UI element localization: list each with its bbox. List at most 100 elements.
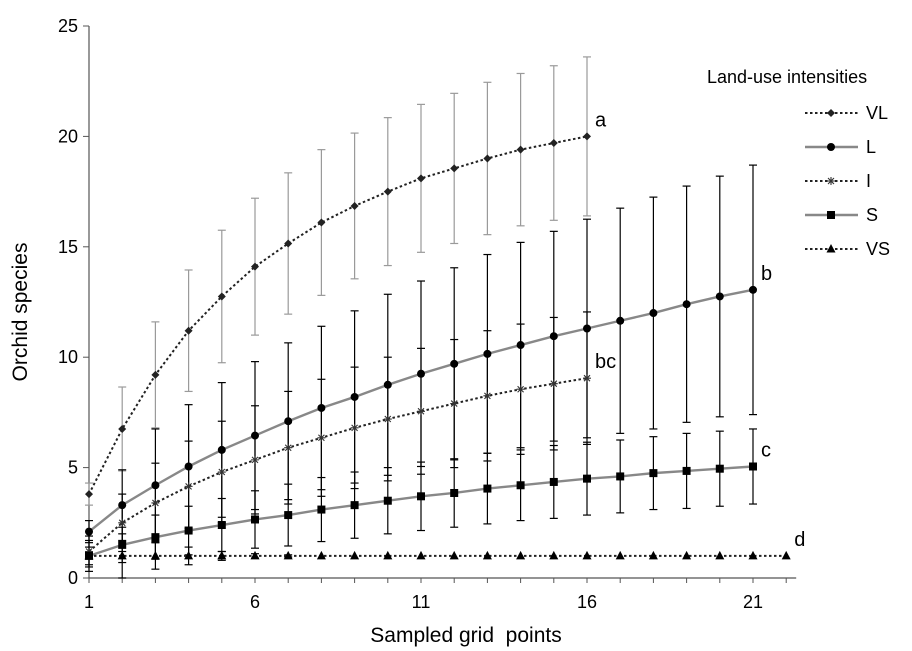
y-tick-label: 25 xyxy=(58,16,78,36)
x-tick-label: 16 xyxy=(577,592,597,612)
marker-i xyxy=(251,456,259,464)
series-end-label-vl: a xyxy=(595,109,607,131)
marker-vl xyxy=(550,139,558,147)
marker-l xyxy=(151,481,159,489)
marker-s xyxy=(118,541,126,549)
marker-i xyxy=(317,434,325,442)
series-lines xyxy=(89,136,786,556)
marker-s xyxy=(749,462,757,470)
series-line-vl xyxy=(89,136,587,494)
series-end-label-i: bc xyxy=(595,351,616,373)
y-tick-label: 0 xyxy=(68,568,78,588)
marker-i xyxy=(550,380,558,388)
series-line-i xyxy=(89,378,587,551)
marker-s xyxy=(317,506,325,514)
marker-s xyxy=(649,469,657,477)
y-axis-title: Orchid species xyxy=(9,243,32,382)
marker-vs xyxy=(251,551,260,560)
marker-l xyxy=(185,462,193,470)
legend-marker-vs xyxy=(827,244,836,253)
legend-label-s: S xyxy=(866,205,878,225)
legend-label-vl: VL xyxy=(866,103,888,123)
marker-l xyxy=(550,332,558,340)
x-axis-title: Sampled grid points xyxy=(370,624,561,647)
series-end-label-l: b xyxy=(761,263,772,285)
marker-s xyxy=(483,485,491,493)
marker-vl xyxy=(85,490,93,498)
marker-vl xyxy=(450,164,458,172)
marker-i xyxy=(583,374,591,382)
legend-label-vs: VS xyxy=(866,239,890,259)
marker-s xyxy=(517,481,525,489)
marker-s xyxy=(550,478,558,486)
marker-l xyxy=(683,300,691,308)
legend-title: Land-use intensities xyxy=(707,67,867,87)
y-tick-label: 20 xyxy=(58,126,78,146)
marker-i xyxy=(450,400,458,408)
marker-l xyxy=(85,528,93,536)
marker-s xyxy=(616,472,624,480)
series-end-label-s: c xyxy=(761,439,771,461)
marker-s xyxy=(384,497,392,505)
marker-l xyxy=(317,404,325,412)
marker-s xyxy=(450,489,458,497)
series-end-label-vs: d xyxy=(794,529,805,551)
marker-s xyxy=(351,501,359,509)
legend-marker-s xyxy=(827,211,835,219)
marker-s xyxy=(284,511,292,519)
marker-l xyxy=(351,393,359,401)
marker-s xyxy=(417,492,425,500)
marker-l xyxy=(450,360,458,368)
y-tick-label: 5 xyxy=(68,458,78,478)
marker-vs xyxy=(715,551,724,560)
series-end-labels: a b bc c d xyxy=(595,109,805,551)
marker-l xyxy=(649,309,657,317)
marker-s xyxy=(185,527,193,535)
marker-l xyxy=(218,446,226,454)
marker-l xyxy=(616,317,624,325)
legend-label-l: L xyxy=(866,137,876,157)
legend-marker-vl xyxy=(827,109,835,117)
x-tick-label: 11 xyxy=(412,592,431,612)
x-tick-label: 6 xyxy=(250,592,260,612)
marker-i xyxy=(384,415,392,423)
y-tick-label: 10 xyxy=(58,347,78,367)
marker-s xyxy=(683,467,691,475)
marker-i xyxy=(185,482,193,490)
marker-i xyxy=(517,385,525,393)
marker-i xyxy=(284,444,292,452)
marker-s xyxy=(218,521,226,529)
marker-l xyxy=(251,432,259,440)
marker-i xyxy=(118,519,126,527)
marker-vl xyxy=(384,188,392,196)
marker-i xyxy=(351,424,359,432)
marker-l xyxy=(284,417,292,425)
marker-vs xyxy=(782,551,791,560)
marker-vs xyxy=(616,551,625,560)
marker-s xyxy=(716,465,724,473)
legend: Land-use intensities VL LIS VS xyxy=(707,67,890,259)
marker-l xyxy=(517,341,525,349)
marker-vl xyxy=(417,174,425,182)
marker-s xyxy=(151,533,159,541)
marker-l xyxy=(716,292,724,300)
marker-l xyxy=(118,501,126,509)
marker-i xyxy=(218,468,226,476)
x-tick-label: 1 xyxy=(84,592,94,612)
y-tick-label: 15 xyxy=(58,237,78,257)
legend-marker-l xyxy=(827,143,835,151)
marker-vl xyxy=(351,202,359,210)
marker-i xyxy=(151,499,159,507)
marker-l xyxy=(483,350,491,358)
marker-i xyxy=(417,407,425,415)
marker-l xyxy=(583,324,591,332)
marker-l xyxy=(417,370,425,378)
marker-s xyxy=(251,515,259,523)
marker-vl xyxy=(483,154,491,162)
x-tick-label: 21 xyxy=(743,592,763,612)
marker-l xyxy=(384,381,392,389)
marker-l xyxy=(749,286,757,294)
marker-i xyxy=(483,392,491,400)
